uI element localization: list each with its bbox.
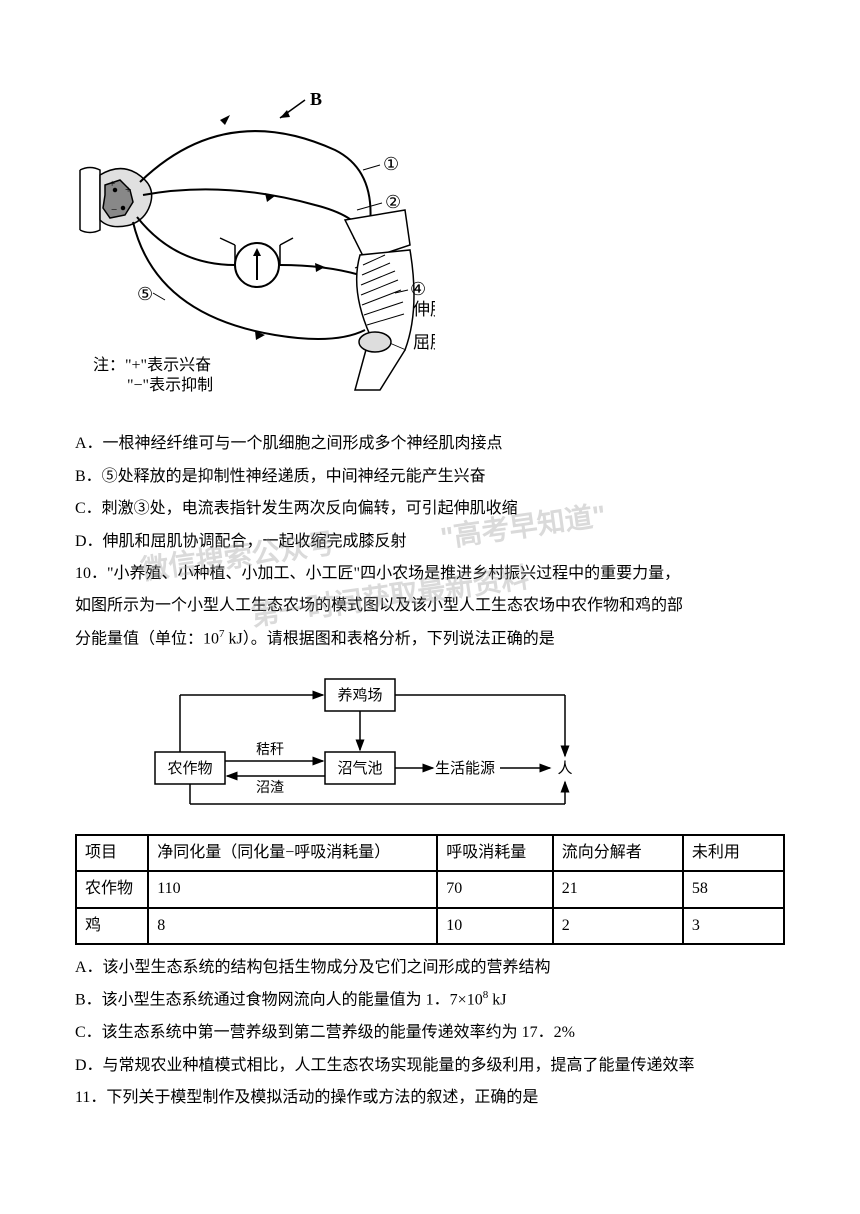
q9-option-c: C．刺激③处，电流表指针发生两次反向偏转，可引起伸肌收缩 bbox=[75, 494, 785, 524]
table-cell: 8 bbox=[148, 908, 437, 944]
label-B: B bbox=[310, 90, 322, 109]
q10-option-a: A．该小型生态系统的结构包括生物成分及它们之间形成的营养结构 bbox=[75, 953, 785, 983]
table-header: 呼吸消耗量 bbox=[437, 835, 553, 871]
table-cell: 21 bbox=[553, 871, 683, 907]
farm-flow-diagram: 养鸡场 农作物 沼气池 生活能源 人 秸秆 沼渣 bbox=[135, 664, 635, 825]
table-cell: 70 bbox=[437, 871, 553, 907]
svg-text:农作物: 农作物 bbox=[167, 760, 212, 777]
q9-option-b: B．⑤处释放的是抑制性神经递质，中间神经元能产生兴奋 bbox=[75, 462, 785, 492]
q10-intro1: 10．"小养殖、小种植、小加工、小工匠"四小农场是推进乡村振兴过程中的重要力量， bbox=[75, 559, 785, 589]
q10-option-d: D．与常规农业种植模式相比，人工生态农场实现能量的多级利用，提高了能量传递效率 bbox=[75, 1051, 785, 1081]
energy-table: 项目 净同化量（同化量−呼吸消耗量） 呼吸消耗量 流向分解者 未利用 农作物 1… bbox=[75, 834, 785, 945]
svg-text:生活能源: 生活能源 bbox=[435, 760, 495, 777]
label-1: ① bbox=[383, 154, 399, 174]
q11-text: 11．下列关于模型制作及模拟活动的操作或方法的叙述，正确的是 bbox=[75, 1083, 785, 1113]
table-cell: 110 bbox=[148, 871, 437, 907]
svg-text:+: + bbox=[125, 184, 131, 196]
q10-option-c: C．该生态系统中第一营养级到第二营养级的能量传递效率约为 17．2% bbox=[75, 1018, 785, 1048]
q10-intro3: 分能量值（单位：107 kJ）。请根据图和表格分析，下列说法正确的是 bbox=[75, 624, 785, 655]
svg-text:养鸡场: 养鸡场 bbox=[337, 687, 382, 704]
table-header-row: 项目 净同化量（同化量−呼吸消耗量） 呼吸消耗量 流向分解者 未利用 bbox=[76, 835, 784, 871]
table-cell: 58 bbox=[683, 871, 784, 907]
table-header: 流向分解者 bbox=[553, 835, 683, 871]
q10-option-b: B．该小型生态系统通过食物网流向人的能量值为 1．7×108 kJ bbox=[75, 985, 785, 1016]
svg-text:−: − bbox=[111, 204, 117, 216]
table-cell: 2 bbox=[553, 908, 683, 944]
label-2: ② bbox=[385, 192, 401, 212]
svg-text:沼渣: 沼渣 bbox=[256, 780, 284, 796]
q10-intro2: 如图所示为一个小型人工生态农场的模式图以及该小型人工生态农场中农作物和鸡的部 bbox=[75, 591, 785, 621]
note-line2: "−"表示抑制 bbox=[127, 376, 213, 394]
svg-text:人: 人 bbox=[557, 760, 572, 777]
svg-text:秸秆: 秸秆 bbox=[256, 742, 284, 758]
table-cell: 农作物 bbox=[76, 871, 148, 907]
extensor-label: 伸肌 bbox=[413, 300, 435, 319]
q9-option-a: A．一根神经纤维可与一个肌细胞之间形成多个神经肌肉接点 bbox=[75, 429, 785, 459]
label-5: ⑤ bbox=[137, 284, 153, 304]
table-row: 鸡 8 10 2 3 bbox=[76, 908, 784, 944]
q9-option-d: D．伸肌和屈肌协调配合，一起收缩完成膝反射 bbox=[75, 527, 785, 557]
table-cell: 鸡 bbox=[76, 908, 148, 944]
note-line1: 注："+"表示兴奋 bbox=[93, 356, 211, 374]
table-header: 项目 bbox=[76, 835, 148, 871]
label-4: ④ bbox=[410, 279, 426, 299]
table-header: 净同化量（同化量−呼吸消耗量） bbox=[148, 835, 437, 871]
flexor-label: 屈肌 bbox=[413, 333, 435, 352]
svg-text:沼气池: 沼气池 bbox=[337, 760, 382, 777]
table-header: 未利用 bbox=[683, 835, 784, 871]
reflex-diagram: + + − B ① ② A ③ bbox=[75, 90, 785, 411]
table-cell: 10 bbox=[437, 908, 553, 944]
table-row: 农作物 110 70 21 58 bbox=[76, 871, 784, 907]
table-cell: 3 bbox=[683, 908, 784, 944]
svg-text:+: + bbox=[109, 178, 115, 190]
